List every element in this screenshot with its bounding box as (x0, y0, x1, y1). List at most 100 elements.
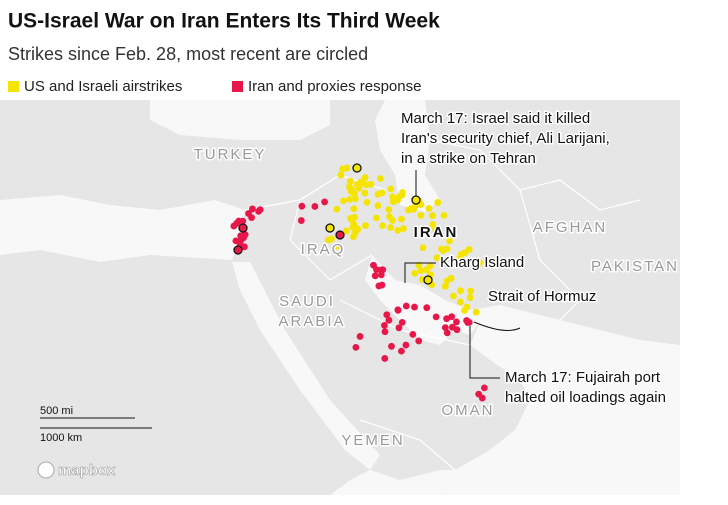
strike-dot (399, 225, 407, 232)
strike-dot (348, 187, 356, 195)
country-label: IRAN (414, 224, 459, 241)
strike-dot (241, 243, 248, 251)
strike-dot (377, 266, 385, 274)
strike-dot (239, 217, 247, 225)
strike-dot (387, 185, 395, 193)
strike-dot (456, 298, 464, 306)
annotation: halted oil loadings again (505, 389, 666, 406)
strike-dot (343, 164, 351, 172)
legend: US and Israeli airstrikes Iran and proxie… (8, 78, 421, 95)
strike-dot (379, 222, 386, 230)
strike-dot (395, 324, 403, 332)
strike-dot (422, 266, 430, 274)
strike-dot (423, 304, 431, 312)
strike-dot (394, 226, 402, 234)
legend-swatch (232, 81, 243, 92)
strike-dot (475, 390, 483, 398)
strike-dot (399, 189, 406, 196)
strike-dot (350, 205, 358, 213)
strike-dot (472, 308, 480, 316)
strike-dot (443, 329, 451, 337)
strike-dot (394, 306, 402, 314)
strike-dot (389, 217, 396, 224)
strike-dot (370, 261, 377, 269)
strike-dot (429, 212, 436, 220)
strike-dot (352, 195, 359, 203)
strike-dot (362, 222, 369, 229)
strike-dot (417, 211, 425, 219)
strike-dot (411, 303, 418, 311)
strike-dot (450, 292, 457, 300)
strike-dot (383, 311, 391, 319)
strike-dot (385, 206, 393, 214)
map: TURKEY IRAQ IRAN AFGHAN PAKISTAN SAUDI ARABIA O… (0, 100, 680, 495)
annotation: in a strike on Tehran (401, 150, 536, 167)
leader-lines (40, 170, 521, 429)
strike-dot (352, 343, 360, 351)
strike-dot (255, 207, 263, 215)
strike-dot (333, 205, 341, 213)
strike-dot (457, 287, 464, 295)
annotation: March 17: Fujairah port (505, 369, 661, 386)
strike-dot (440, 211, 448, 219)
strike-dot (402, 302, 410, 310)
recent-strike (325, 223, 335, 233)
strike-dot (363, 198, 371, 206)
recent-strike (238, 223, 248, 233)
subtitle: Strikes since Feb. 28, most recent are c… (8, 44, 368, 64)
strike-dot (466, 294, 474, 301)
strike-dot (297, 217, 305, 224)
strike-dot (381, 321, 388, 329)
recent-strike (233, 245, 243, 255)
country-label: AFGHAN (533, 219, 608, 236)
strike-dot (385, 316, 393, 324)
strike-dot (438, 245, 445, 253)
strike-dot (433, 254, 441, 262)
strike-dot (232, 237, 240, 245)
strike-dot (434, 199, 442, 206)
strike-dot (356, 333, 364, 340)
recent-strike (411, 195, 421, 205)
strike-dot (381, 355, 389, 362)
strike-dot (411, 269, 419, 277)
strike-dot (453, 326, 461, 334)
scale-label: 500 mi (40, 405, 73, 417)
scale-label: 1000 km (40, 432, 82, 444)
strike-dot (461, 249, 469, 257)
strike-dot (463, 317, 470, 324)
annotation: March 17: Israel said it killed (401, 110, 590, 127)
water (0, 100, 680, 495)
country-label: SAUDI (279, 293, 335, 310)
strike-dot (446, 237, 453, 245)
strike-dot (432, 226, 439, 234)
strike-dot (443, 315, 451, 323)
strike-dot (453, 318, 460, 326)
strike-dot (361, 189, 369, 197)
strike-dot (398, 215, 405, 223)
title: US-Israel War on Iran Enters Its Third W… (8, 10, 440, 33)
strike-dot (371, 272, 379, 280)
strike-dot (356, 180, 364, 188)
strike-dot (432, 313, 440, 321)
annotation: Iran's security chief, Ali Larijani, (401, 130, 610, 147)
strike-dot (240, 234, 247, 242)
strike-dot (463, 303, 471, 311)
strike-dot (328, 235, 335, 243)
strike-dot (375, 282, 383, 290)
strike-dot (367, 180, 375, 188)
strike-dot (480, 384, 488, 392)
country-label: YEMEN (341, 432, 404, 449)
recent-strike (423, 275, 433, 285)
strike-dot (425, 205, 433, 212)
strike-dot (337, 171, 345, 179)
strike-dot (354, 225, 362, 233)
strike-dot (398, 318, 406, 326)
country-label: ARABIA (278, 313, 345, 330)
legend-label: US and Israeli airstrikes (24, 78, 182, 95)
strike-dot (348, 217, 356, 224)
country-label: PAKISTAN (591, 258, 679, 275)
strike-dot (455, 256, 463, 263)
strike-dot (248, 214, 255, 222)
strike-dot (361, 174, 369, 181)
